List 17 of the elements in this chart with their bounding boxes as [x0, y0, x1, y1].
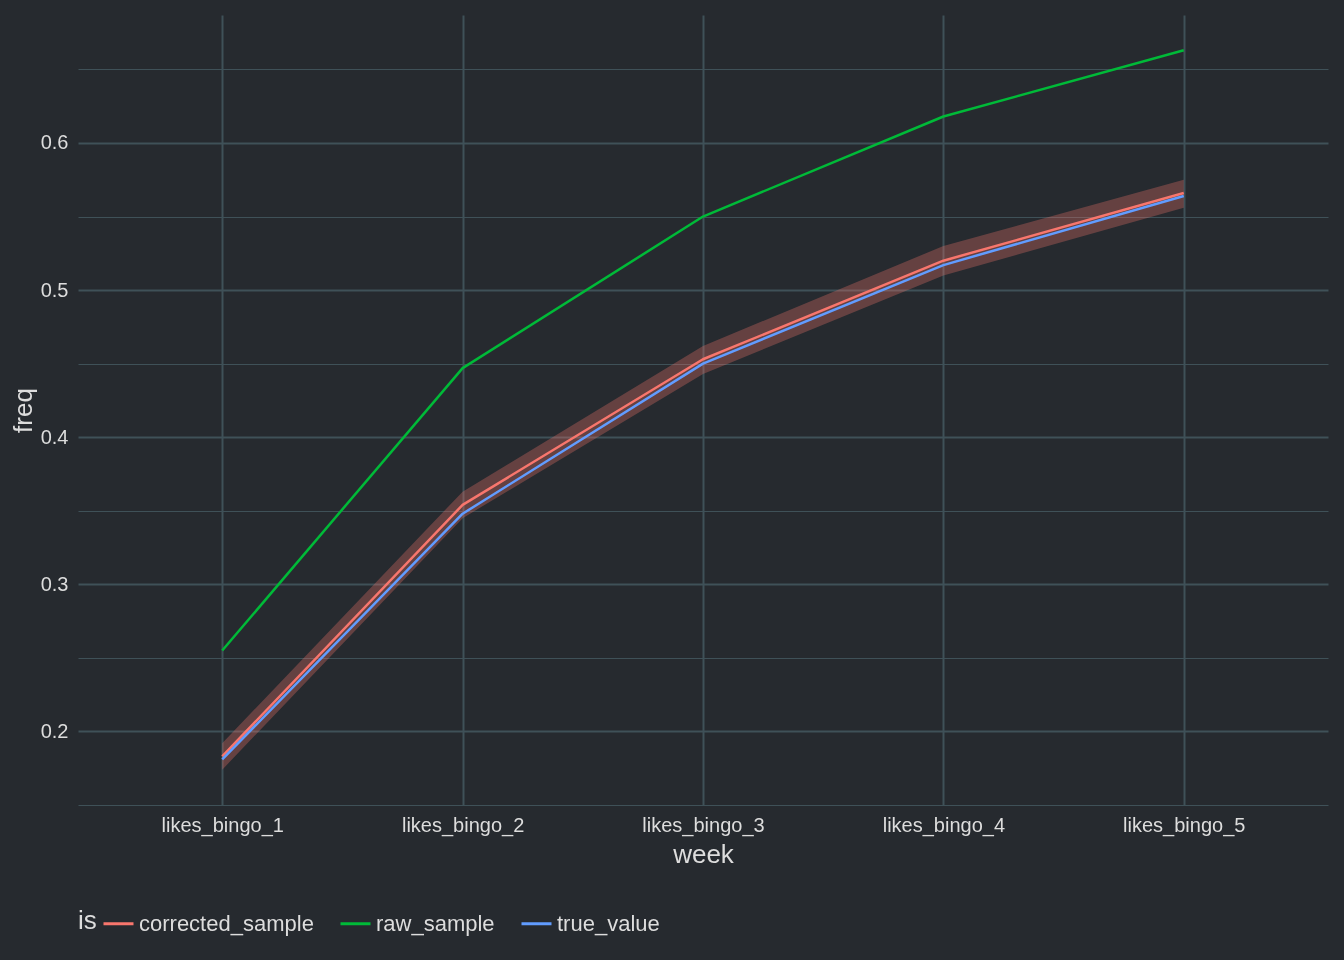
y-tick-label: 0.2 [40, 719, 69, 742]
legend-title: is [78, 905, 97, 935]
y-tick-label: 0.4 [40, 425, 69, 448]
y-tick-label: 0.6 [40, 131, 69, 154]
x-tick-label: likes_bingo_5 [1123, 813, 1246, 837]
x-tick-label: likes_bingo_1 [161, 813, 284, 837]
x-tick-label: likes_bingo_3 [642, 813, 765, 837]
line-series [220, 49, 1186, 652]
y-tick-label: 0.3 [40, 572, 69, 595]
legend-label: raw_sample [376, 910, 495, 936]
x-axis-title: week [672, 838, 735, 869]
y-tick-label: 0.5 [40, 278, 69, 301]
y-axis-title: freq [7, 388, 38, 433]
legend-label: true_value [557, 910, 660, 936]
legend-label: corrected_sample [139, 910, 314, 936]
x-tick-label: likes_bingo_4 [882, 813, 1006, 837]
x-tick-label: likes_bingo_2 [401, 813, 525, 837]
